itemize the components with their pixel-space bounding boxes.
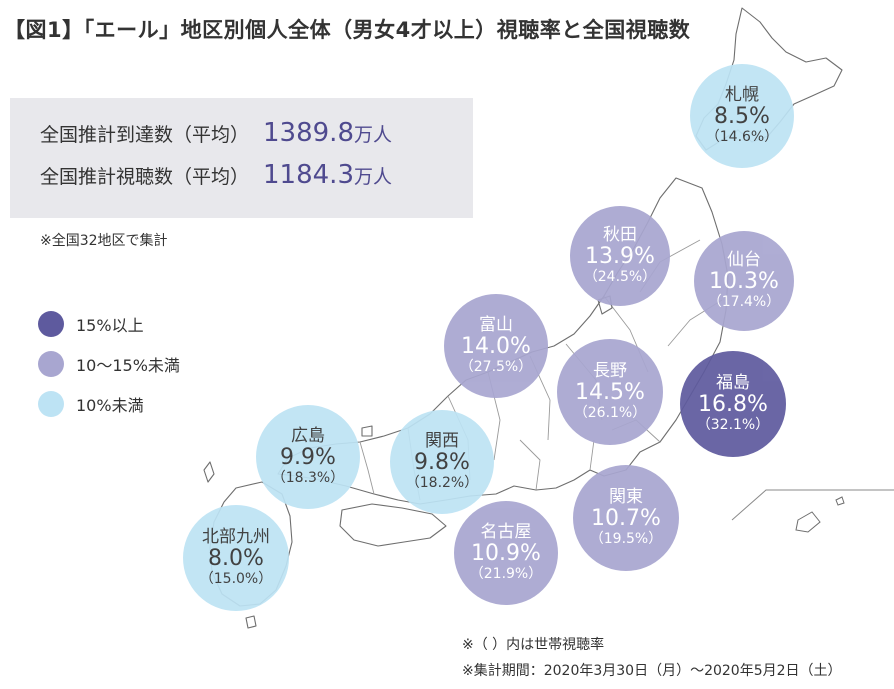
map-island-oki: [361, 425, 373, 437]
region-bubble: 秋田 13.9% （24.5%）: [570, 206, 670, 306]
reach-label: 全国推計到達数（平均）: [40, 124, 250, 146]
region-value: 14.0%: [461, 334, 531, 360]
map-island-kagoshima: [245, 615, 257, 629]
region-household-rating: （18.2%）: [405, 474, 479, 491]
region-name: 関西: [425, 431, 459, 452]
summary-box: 全国推計到達数（平均） 1389.8 万人 全国推計視聴数（平均） 1184.3…: [10, 98, 473, 218]
region-bubble: 北部九州 8.0% （15.0%）: [183, 505, 289, 611]
region-name: 名古屋: [480, 522, 532, 543]
reach-unit: 万人: [354, 124, 393, 146]
legend-label: 10%未満: [76, 396, 144, 415]
region-household-rating: （15.0%）: [199, 570, 273, 587]
legend-swatch: [38, 311, 64, 337]
region-household-rating: （26.1%）: [573, 404, 647, 421]
region-bubble: 札幌 8.5% （14.6%）: [690, 64, 794, 168]
footnote-period: ※集計期間：2020年3月30日（月）〜2020年5月2日（土）: [462, 663, 842, 679]
legend-swatch: [38, 351, 64, 377]
region-bubble: 広島 9.9% （18.3%）: [256, 405, 360, 509]
region-household-rating: （17.4%）: [707, 293, 781, 310]
reach-row: 全国推計到達数（平均） 1389.8 万人: [40, 118, 392, 158]
region-household-rating: （14.6%）: [705, 128, 779, 145]
region-value: 10.7%: [591, 506, 661, 532]
legend-item: 10〜15%未満: [38, 350, 180, 378]
region-name: 秋田: [603, 225, 637, 246]
region-name: 札幌: [725, 85, 759, 106]
region-bubble: 富山 14.0% （27.5%）: [444, 294, 548, 398]
region-name: 富山: [479, 315, 513, 336]
region-household-rating: （27.5%）: [459, 358, 533, 375]
region-bubble: 関東 10.7% （19.5%）: [573, 465, 679, 571]
legend-swatch: [38, 391, 64, 417]
viewers-value: 1184.3: [263, 160, 354, 190]
region-name: 北部九州: [202, 527, 270, 548]
region-bubble: 福島 16.8% （32.1%）: [680, 351, 786, 457]
region-name: 仙台: [727, 250, 761, 271]
legend-label: 10〜15%未満: [76, 356, 180, 375]
region-value: 8.5%: [714, 104, 770, 130]
region-household-rating: （18.3%）: [271, 469, 345, 486]
legend-item: 15%以上: [38, 310, 144, 338]
viewers-row: 全国推計視聴数（平均） 1184.3 万人: [40, 160, 392, 200]
viewers-unit: 万人: [354, 166, 393, 188]
map-island-tsushima: [203, 461, 215, 483]
region-household-rating: （24.5%）: [583, 268, 657, 285]
region-household-rating: （21.9%）: [469, 565, 543, 582]
region-note: ※全国32地区で集計: [40, 233, 168, 249]
region-bubble: 関西 9.8% （18.2%）: [390, 410, 494, 514]
footnote-household: ※（ ）内は世帯視聴率: [462, 637, 605, 653]
region-bubble: 長野 14.5% （26.1%）: [557, 339, 663, 445]
region-value: 16.8%: [698, 392, 768, 418]
inset-island-small: [835, 496, 845, 506]
region-household-rating: （19.5%）: [589, 530, 663, 547]
footnotes: ※（ ）内は世帯視聴率 ※集計期間：2020年3月30日（月）〜2020年5月2…: [462, 632, 842, 684]
region-name: 広島: [291, 426, 325, 447]
region-household-rating: （32.1%）: [696, 416, 770, 433]
region-name: 長野: [593, 361, 627, 382]
reach-value: 1389.8: [263, 118, 354, 148]
region-value: 13.9%: [585, 244, 655, 270]
region-bubble: 仙台 10.3% （17.4%）: [694, 231, 794, 331]
map-shikoku: [339, 503, 447, 547]
inset-frame-line: [731, 489, 894, 521]
region-value: 10.9%: [471, 541, 541, 567]
region-value: 9.9%: [280, 445, 336, 471]
region-bubble: 名古屋 10.9% （21.9%）: [454, 501, 558, 605]
legend-item: 10%未満: [38, 390, 144, 418]
inset-island: [795, 511, 821, 533]
region-value: 14.5%: [575, 380, 645, 406]
region-name: 福島: [716, 373, 750, 394]
viewers-label: 全国推計視聴数（平均）: [40, 166, 250, 188]
region-value: 8.0%: [208, 546, 264, 572]
region-value: 10.3%: [709, 269, 779, 295]
region-value: 9.8%: [414, 450, 470, 476]
region-name: 関東: [609, 487, 643, 508]
legend-label: 15%以上: [76, 316, 144, 335]
chart-title: 【図1】「エール」地区別個人全体（男女4才以上）視聴率と全国視聴数: [4, 18, 691, 42]
